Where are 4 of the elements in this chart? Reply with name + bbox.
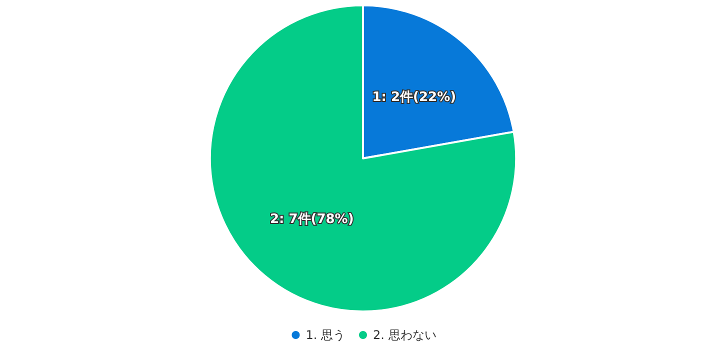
legend-label: 2. 思わない	[373, 328, 436, 342]
data-label: 1: 2件(22%)	[372, 90, 456, 105]
data-label: 2: 7件(78%)	[270, 212, 354, 227]
legend-label: 1. 思う	[306, 328, 345, 342]
